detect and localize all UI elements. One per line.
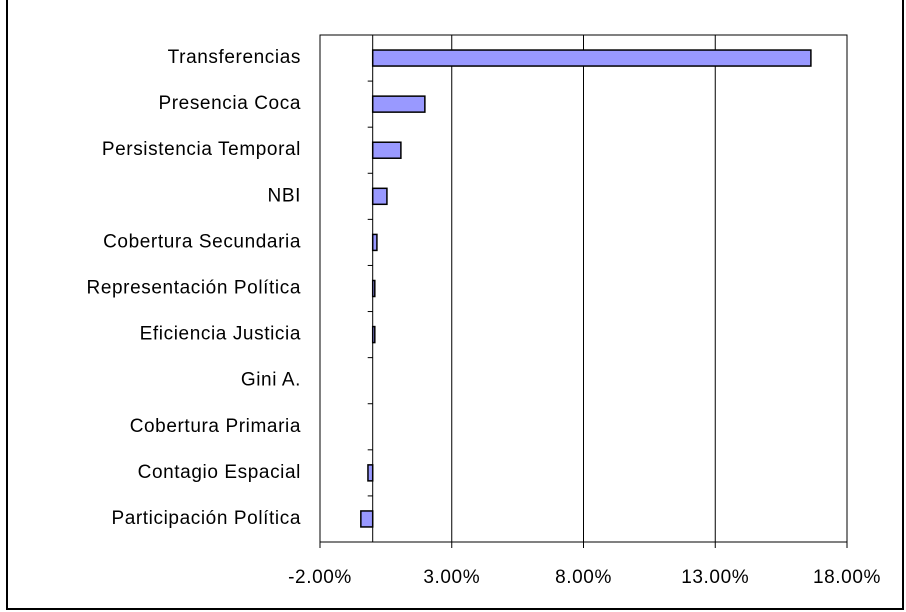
frame (6, 0, 904, 610)
x-tick-label: 18.00% (813, 567, 881, 588)
bar (371, 187, 388, 206)
y-tick-label: Representación Política (87, 278, 301, 299)
bar (371, 325, 376, 344)
y-tick-label: Participación Política (111, 508, 301, 529)
y-tick-label: Presencia Coca (158, 93, 301, 114)
y-tick-label: Transferencias (168, 47, 301, 68)
y-tick-label: Gini A. (241, 370, 301, 391)
bar (360, 510, 374, 528)
x-tick-label: -2.00% (288, 567, 352, 588)
bar (371, 95, 426, 113)
x-tick-label: 3.00% (423, 567, 480, 588)
bar (367, 464, 374, 482)
bar (371, 233, 378, 252)
x-tick-label: 8.00% (555, 567, 612, 588)
bar (371, 141, 402, 159)
y-tick-label: Eficiencia Justicia (140, 324, 301, 345)
bar (371, 279, 376, 298)
y-tick-label: Cobertura Secundaria (103, 231, 301, 252)
y-tick-label: NBI (268, 185, 301, 206)
bar (371, 49, 812, 67)
x-tick-label: 13.00% (681, 567, 749, 588)
y-tick-label: Persistencia Temporal (102, 139, 301, 160)
y-tick-label: Contagio Espacial (138, 462, 301, 483)
y-tick-label: Cobertura Primaria (130, 416, 301, 437)
